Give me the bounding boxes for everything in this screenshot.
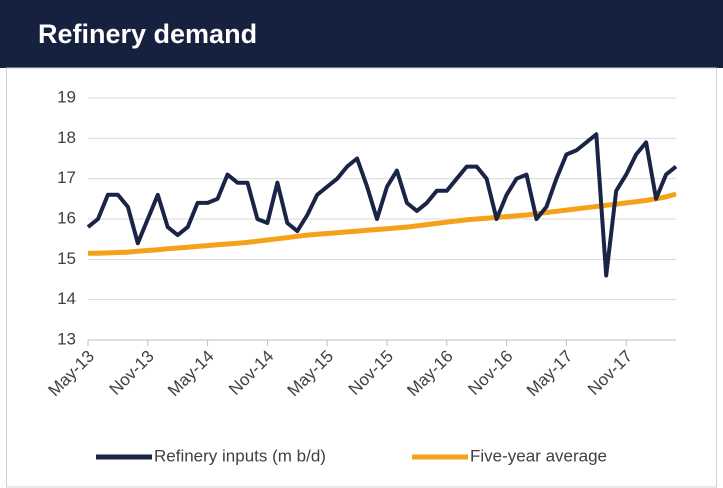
x-tick-label: May-17 [523,347,577,401]
y-tick-label: 19 [57,87,76,106]
legend-label: Five-year average [470,446,607,465]
x-tick-label: May-14 [164,347,218,401]
x-tick-label: Nov-13 [106,347,158,399]
y-tick-label: 14 [57,289,76,308]
legend-label: Refinery inputs (m b/d) [154,446,326,465]
y-tick-label: 15 [57,249,76,268]
chart-title: Refinery demand [38,19,257,49]
x-tick-label: May-16 [403,347,457,401]
x-tick-label: Nov-17 [584,347,636,399]
x-tick-label: Nov-15 [345,347,397,399]
header-bar [0,0,723,68]
series-line [86,132,678,278]
y-tick-label: 16 [57,208,76,227]
y-tick-label: 17 [57,168,76,187]
x-tick-label: Nov-16 [464,347,516,399]
x-tick-label: Nov-14 [225,347,277,399]
y-tick-label: 18 [57,128,76,147]
x-tick-label: May-13 [44,347,98,401]
series-line [88,191,677,256]
x-tick-label: May-15 [284,347,338,401]
y-tick-label: 13 [57,329,76,348]
frame [6,67,717,488]
